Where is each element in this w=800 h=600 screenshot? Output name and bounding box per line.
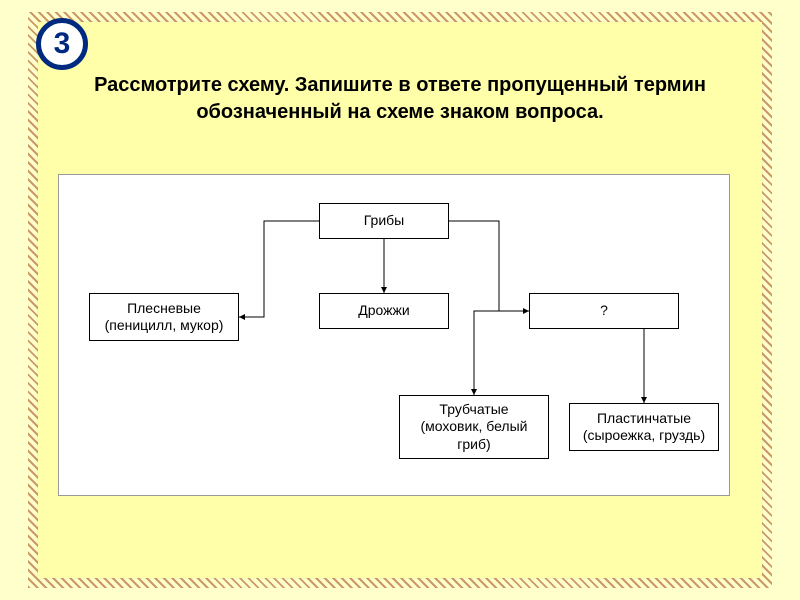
edge-root-mold xyxy=(239,221,319,317)
node-plate: Пластинчатые(сыроежка, груздь) xyxy=(569,403,719,451)
slide-frame: 3 Рассмотрите схему. Запишите в ответе п… xyxy=(0,0,800,600)
node-root: Грибы xyxy=(319,203,449,239)
question-number: 3 xyxy=(54,27,71,61)
node-tube: Трубчатые(моховик, белыйгриб) xyxy=(399,395,549,459)
edge-root-unk xyxy=(449,221,529,311)
diagram-area: Грибы Плесневые(пеницилл, мукор) Дрожжи? Тр… xyxy=(58,174,730,496)
question-number-badge: 3 xyxy=(36,18,88,70)
edge-unk-tube xyxy=(474,311,529,395)
node-unk: ? xyxy=(529,293,679,329)
node-yeast: Дрожжи xyxy=(319,293,449,329)
node-mold: Плесневые(пеницилл, мукор) xyxy=(89,293,239,341)
prompt-text: Рассмотрите схему. Запишите в ответе про… xyxy=(50,72,750,126)
